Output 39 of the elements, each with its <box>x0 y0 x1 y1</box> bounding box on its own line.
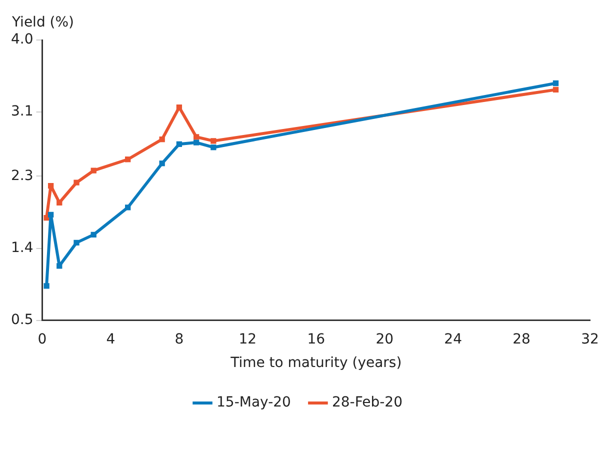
point <box>56 263 62 269</box>
point <box>159 160 165 166</box>
point <box>193 140 200 146</box>
y-tick-label: 3.1 <box>11 104 34 120</box>
y-tick-label: 2.3 <box>11 168 34 184</box>
y-axis-title: Yield (%) <box>11 14 74 31</box>
x-tick-label: 20 <box>376 331 394 348</box>
point <box>90 232 96 238</box>
x-axis-title: Time to maturity (years) <box>230 355 402 372</box>
point <box>176 141 182 147</box>
point <box>74 180 80 186</box>
point <box>90 168 96 174</box>
y-tick-label: 4.0 <box>11 32 34 48</box>
point <box>159 136 165 142</box>
point <box>48 212 54 218</box>
point <box>125 156 131 162</box>
point <box>56 200 62 206</box>
x-tick-label: 16 <box>307 331 326 348</box>
point <box>176 104 182 110</box>
x-tick-label: 32 <box>581 331 599 348</box>
x-tick-label: 28 <box>512 331 530 348</box>
x-tick-label: 8 <box>174 331 184 348</box>
point <box>74 240 80 246</box>
point <box>44 283 50 289</box>
point <box>552 80 559 86</box>
point <box>48 182 54 189</box>
point <box>193 134 200 140</box>
legend-label: 28-Feb-20 <box>332 394 402 411</box>
y-tick-label: 0.5 <box>11 312 34 328</box>
x-tick-label: 24 <box>444 331 462 348</box>
y-tick-label: 1.4 <box>11 240 34 256</box>
x-tick-label: 0 <box>38 331 47 348</box>
point <box>552 86 559 92</box>
point <box>210 144 216 150</box>
legend-label: 15-May-20 <box>216 394 291 411</box>
x-tick-label: 4 <box>106 331 116 348</box>
x-tick-label: 12 <box>238 331 257 348</box>
point <box>210 138 216 144</box>
point <box>125 204 131 210</box>
